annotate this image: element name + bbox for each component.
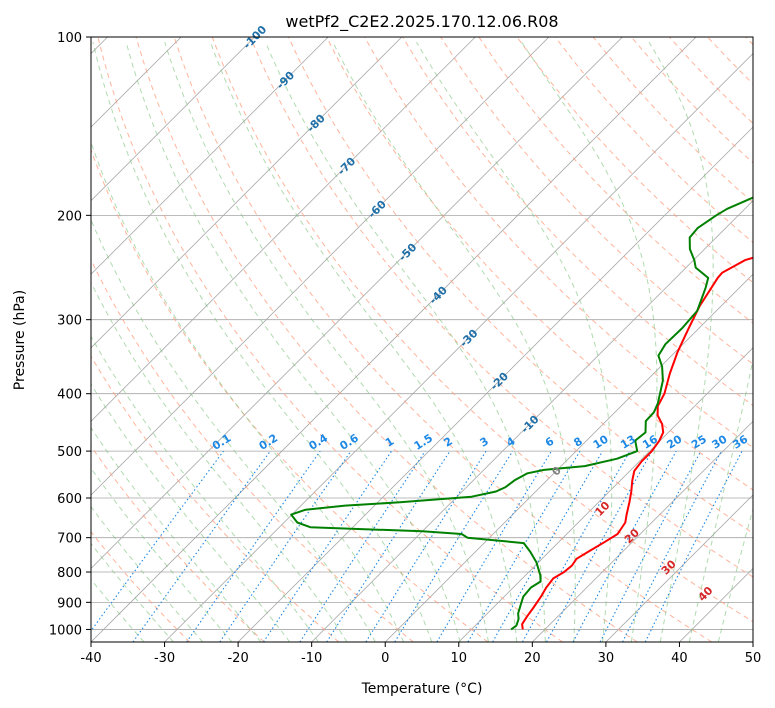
y-tick-label: 1000 xyxy=(49,623,82,638)
dry-adiabat-line xyxy=(91,445,265,642)
moist-adiabat-line xyxy=(416,41,613,642)
mixing-ratio-line xyxy=(132,450,271,642)
plot-background xyxy=(91,37,753,642)
mixing-ratio-line xyxy=(572,450,677,642)
moist-adiabat-line xyxy=(91,542,174,642)
dry-adiabat-line xyxy=(97,37,563,642)
isotherm-line xyxy=(605,494,753,642)
moist-adiabat-line xyxy=(164,41,489,642)
x-tick-label: 30 xyxy=(598,651,615,666)
temperature-profile-line xyxy=(521,256,753,630)
isotherm-line xyxy=(91,37,550,496)
dry-adiabat-line xyxy=(287,37,753,534)
y-tick-label: 300 xyxy=(57,314,82,329)
moist-adiabat-line xyxy=(91,140,405,642)
y-axis-title: Pressure (hPa) xyxy=(12,290,28,390)
moist-adiabat-line xyxy=(91,505,204,642)
isotherm-line xyxy=(384,273,753,642)
x-tick-label: 0 xyxy=(381,651,389,666)
isotherm-line xyxy=(532,420,753,642)
moist-adiabat-line xyxy=(521,41,658,642)
x-tick-label: 50 xyxy=(745,651,762,666)
moist-adiabat-line xyxy=(209,41,518,642)
x-tick-label: -30 xyxy=(154,651,175,666)
moist-adiabat-line xyxy=(91,218,376,642)
isotherm-line xyxy=(458,347,753,642)
mixing-ratio-line xyxy=(326,450,451,642)
moist-adiabat-line xyxy=(91,467,233,642)
chart-title: wetPf2_C2E2.2025.170.12.06.R08 xyxy=(285,12,558,32)
mixing-ratio-line xyxy=(522,450,631,642)
moist-adiabat-line xyxy=(332,41,576,642)
x-axis-title: Temperature (°C) xyxy=(361,681,483,697)
mixing-ratio-line xyxy=(91,450,224,632)
y-tick-label: 500 xyxy=(57,445,82,460)
x-tick-label: 40 xyxy=(671,651,688,666)
isotherm-line xyxy=(91,37,623,570)
moist-adiabat-line xyxy=(91,426,262,642)
dry-adiabat-line xyxy=(440,37,753,365)
mixing-ratio-line xyxy=(219,450,352,642)
mixing-ratio-line xyxy=(644,450,743,642)
axis-layer: -40 -30 -20 -10 0 10 20 30 40 50 100 200 300 400 500 60… xyxy=(49,31,761,666)
y-tick-label: 400 xyxy=(57,388,82,403)
dry-adiabat-line xyxy=(173,37,713,642)
dewpoint-profile-line xyxy=(290,196,753,631)
y-tick-label: 900 xyxy=(57,596,82,611)
mixing-ratio-line xyxy=(186,450,321,642)
x-tick-label: -20 xyxy=(227,651,248,666)
y-tick-label: 800 xyxy=(57,566,82,581)
moist-adiabat-line xyxy=(265,41,546,642)
isotherm-line xyxy=(91,37,476,422)
isotherm-line xyxy=(237,126,753,642)
dry-adiabat-line xyxy=(91,148,489,642)
isotherm-line xyxy=(164,52,753,642)
mixing-ratio-line xyxy=(299,450,426,642)
isotherm-line xyxy=(752,641,753,642)
moist-adiabat-line xyxy=(91,578,145,642)
y-tick-label: 600 xyxy=(57,492,82,507)
dry-adiabat-line xyxy=(135,37,638,642)
isotherm-line xyxy=(91,37,329,275)
moist-adiabat-line xyxy=(92,41,433,642)
isotherm-line xyxy=(91,37,697,642)
dry-adiabat-line xyxy=(211,37,753,623)
x-tick-label: -40 xyxy=(80,651,101,666)
y-tick-label: 700 xyxy=(57,532,82,547)
dry-adiabat-line xyxy=(249,37,753,578)
isotherm-line xyxy=(91,37,255,202)
isotherm-line xyxy=(91,37,403,349)
moist-adiabat-line xyxy=(91,383,291,642)
dry-adiabat-line xyxy=(516,37,753,284)
x-tick-label: 10 xyxy=(451,651,468,666)
x-tick-label: -10 xyxy=(301,651,322,666)
y-tick-label: 200 xyxy=(57,209,82,224)
dry-adiabat-line xyxy=(91,355,340,642)
y-tick-label: 100 xyxy=(57,31,82,46)
mixing-ratio-line xyxy=(263,450,392,642)
series-layer xyxy=(290,196,753,631)
plot-frame xyxy=(90,36,754,643)
dry-adiabat-line xyxy=(91,258,414,642)
x-tick-label: 20 xyxy=(524,651,541,666)
moist-adiabat-line xyxy=(648,41,714,642)
grid-layer xyxy=(91,37,753,642)
moist-adiabat-line xyxy=(125,41,461,642)
dry-adiabat-line xyxy=(91,531,191,642)
mixing-ratio-line xyxy=(546,450,653,642)
dry-adiabat-line xyxy=(402,37,753,407)
